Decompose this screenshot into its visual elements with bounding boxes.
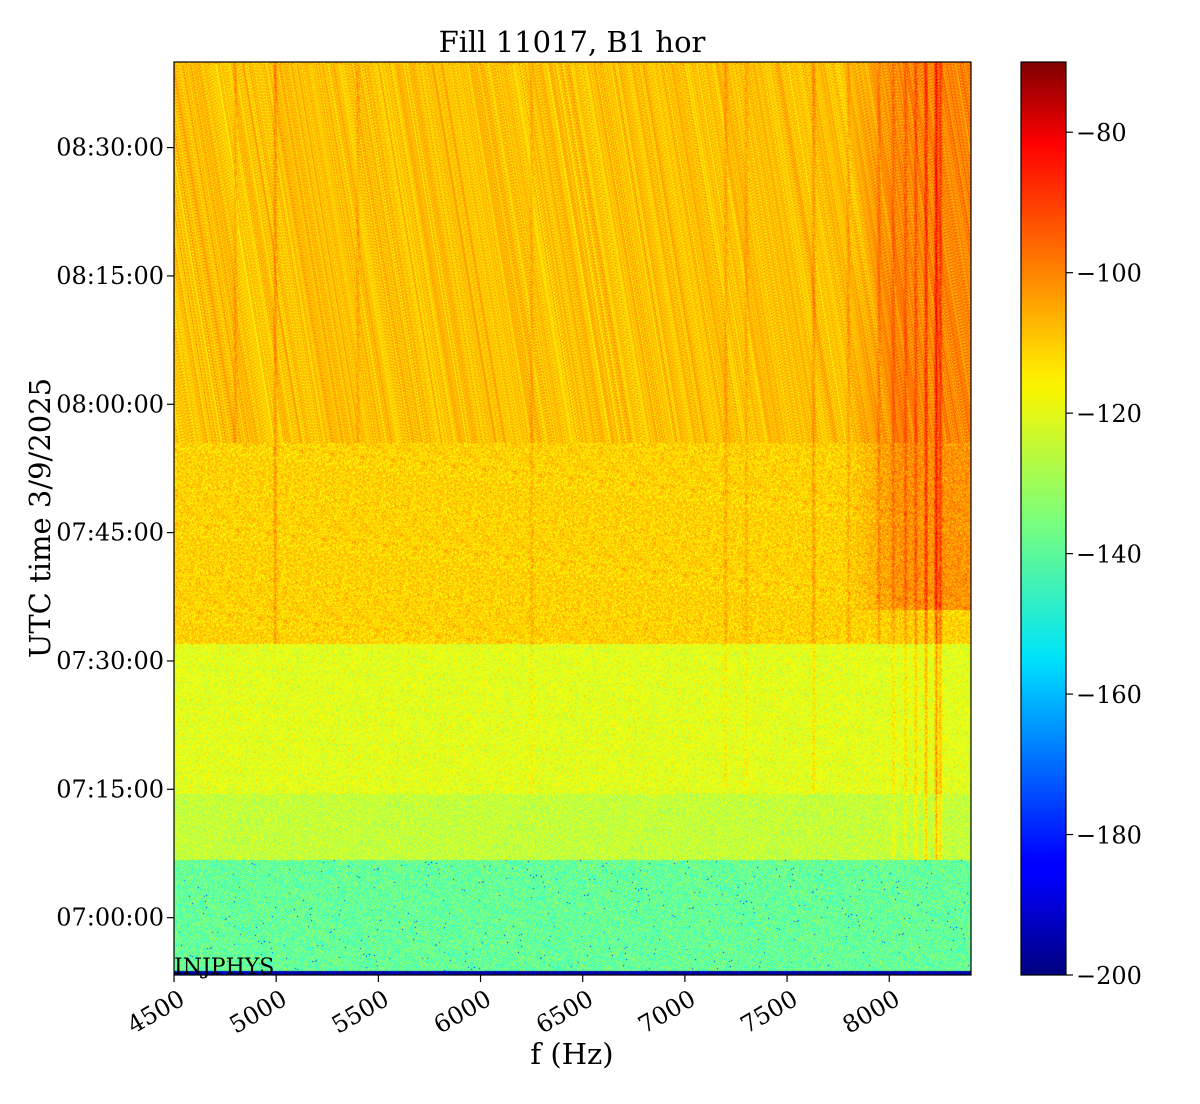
injphys-annotation: INJPHYS (174, 955, 274, 980)
y-tick-label: 07:15:00 (56, 775, 164, 803)
colorbar-tick-label: −180 (1076, 822, 1142, 850)
y-axis-ticks: 07:00:00 07:15:00 07:30:00 07:45:00 08:00:00… (56, 134, 174, 932)
heatmap-image (174, 62, 971, 975)
colorbar-tick-label: −100 (1076, 260, 1142, 288)
colorbar-tick-label: −200 (1076, 962, 1142, 990)
colorbar-tick-label: −140 (1076, 541, 1142, 569)
colorbar (1020, 61, 1067, 976)
chart-title: Fill 11017, B1 hor (439, 25, 706, 59)
colorbar-tick-label: −80 (1076, 119, 1127, 147)
x-tick-label: 4500 (123, 984, 190, 1039)
y-tick-label: 07:30:00 (56, 647, 164, 675)
y-tick-label: 07:45:00 (56, 519, 164, 547)
colorbar-ticks: −80 −100 −120 −140 −160 −180 −200 (1066, 119, 1142, 990)
y-axis-label: UTC time 3/9/2025 (23, 378, 57, 658)
x-tick-label: 5000 (225, 984, 292, 1039)
y-tick-label: 07:00:00 (56, 904, 164, 932)
colorbar-tick-label: −120 (1076, 400, 1142, 428)
x-axis-label: f (Hz) (530, 1037, 613, 1071)
x-axis-ticks: 4500 5000 5500 6000 6500 7000 7500 8000 (123, 975, 905, 1039)
x-tick-label: 6500 (531, 984, 598, 1039)
x-tick-label: 7500 (736, 984, 803, 1039)
plot-frame (173, 61, 972, 976)
x-tick-label: 8000 (838, 984, 905, 1039)
colorbar-tick-label: −160 (1076, 681, 1142, 709)
y-tick-label: 08:30:00 (56, 134, 164, 162)
y-tick-label: 08:15:00 (56, 262, 164, 290)
y-tick-label: 08:00:00 (56, 390, 164, 418)
x-tick-label: 5500 (327, 984, 394, 1039)
heatmap-area (174, 62, 971, 975)
x-tick-label: 6000 (429, 984, 496, 1039)
x-tick-label: 7000 (633, 984, 700, 1039)
